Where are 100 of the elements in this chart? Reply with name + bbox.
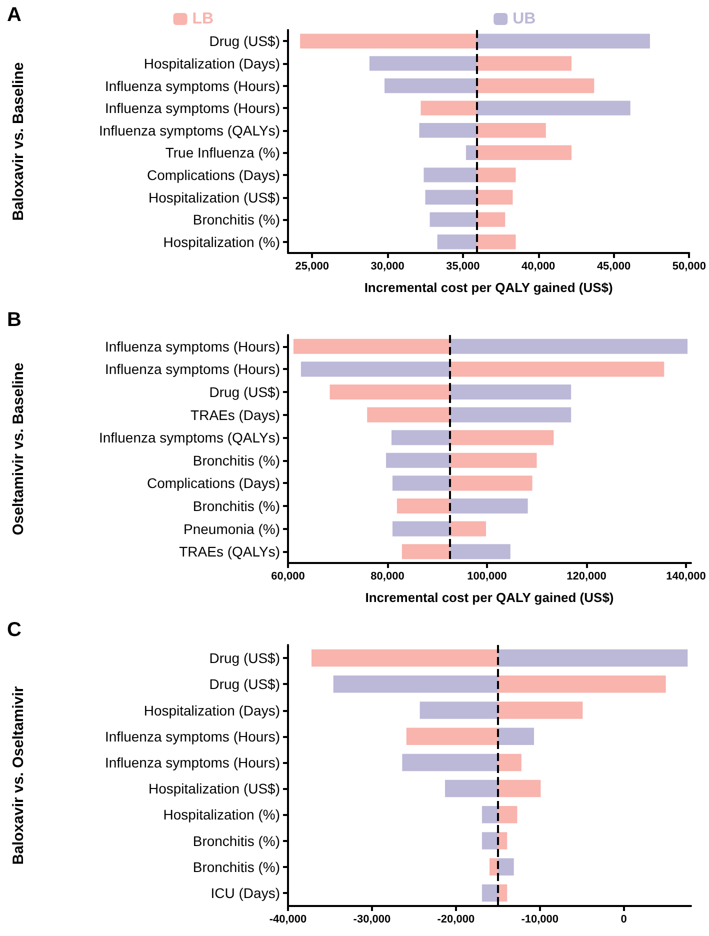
x-tick-label: 30,000 [370,260,404,272]
y-tick-label: TRAEs (Days) [190,406,280,423]
y-tick-label: Drug (US$) [209,384,280,400]
bar [450,544,510,560]
bar [396,498,450,514]
bar [424,168,477,182]
bar [450,407,572,422]
bar [425,190,477,205]
y-tick-label: Complications (Days) [146,166,280,183]
bar [450,362,664,377]
x-tick-label: 40,000 [522,260,556,272]
y-tick-label: Influenza symptoms (QALYs) [98,430,280,446]
bar [498,754,522,772]
x-tick-label: 50,000 [672,260,706,272]
y-tick-label: Pneumonia (%) [184,520,280,537]
x-axis-title: Incremental cost per QALY gained (US$) [365,590,614,605]
y-axis-title: Baloxavir vs. Baseline [10,62,27,221]
bar [312,649,498,667]
y-tick-label: Drug (US$) [209,676,280,692]
bar [482,806,498,824]
bar [420,702,498,719]
bar [498,649,688,667]
bar [498,858,514,876]
bar [476,234,516,250]
bar [406,728,498,745]
y-tick-label: Hospitalization (%) [163,806,280,823]
bar [482,832,498,850]
y-tick-label: Bronchitis (%) [192,498,280,514]
x-tick-label: -40,000 [269,914,307,926]
y-tick-label: Drug (US$) [209,650,280,666]
text: B [7,309,22,331]
bar [498,728,534,745]
bar [430,212,477,227]
bar [498,832,508,850]
bar [476,100,630,116]
bar [476,168,516,182]
x-tick-label: 35,000 [446,260,480,272]
bar [476,56,572,71]
y-tick-label: Hospitalization (US$) [148,780,280,797]
bar [420,100,477,116]
legend-label: UB [512,10,536,28]
text: A [7,4,22,26]
y-tick-label: Hospitalization (Days) [144,702,280,718]
bar [392,521,450,536]
bar [330,384,450,400]
x-tick-label: 60,000 [271,570,305,582]
y-tick-label: ICU (Days) [210,884,280,901]
x-tick-label: 0 [620,914,627,926]
bar [476,34,650,49]
y-tick-label: Complications (Days) [146,475,280,492]
bar [386,452,450,468]
x-tick-label: -10,000 [521,914,559,926]
bar [392,476,450,491]
bar [367,407,450,422]
bar [476,145,572,160]
bar [476,190,513,205]
y-tick-label: Hospitalization (US$) [148,189,280,206]
y-tick-label: Bronchitis (%) [192,832,280,849]
text: C [7,619,22,641]
bar [384,78,477,94]
x-tick-label: -20,000 [437,914,475,926]
x-tick-label: 25,000 [295,260,329,272]
bar [450,498,528,514]
y-tick-label: Bronchitis (%) [192,858,280,875]
y-axis-title: Baloxavir vs. Oseltamivir [10,686,27,865]
bar [482,884,498,902]
x-tick-label: 80,000 [370,570,404,582]
x-axis-title: Incremental cost per QALY gained (US$) [364,280,613,295]
x-tick-label: 140,000 [666,570,706,582]
bar [466,145,477,160]
x-tick-label: 100,000 [467,570,507,582]
bar [437,234,477,250]
bar [293,338,450,354]
y-tick-label: Influenza symptoms (Hours) [104,338,280,354]
y-tick-label: Influenza symptoms (Hours) [104,754,280,770]
y-tick-label: Influenza symptoms (Hours) [104,78,280,94]
bar [300,362,450,377]
y-tick-label: Influenza symptoms (Hours) [104,100,280,116]
bar [450,384,572,400]
bar [450,521,486,536]
y-tick-label: Influenza symptoms (Hours) [104,361,280,378]
y-tick-label: Bronchitis (%) [192,212,280,228]
bar [476,122,546,138]
bar [450,430,554,446]
y-tick-label: Drug (US$) [209,33,280,50]
bar [419,122,477,138]
y-tick-label: Hospitalization (%) [163,234,280,250]
y-tick-label: True Influenza (%) [165,144,280,161]
x-tick-label: 120,000 [566,570,606,582]
x-tick-label: -30,000 [353,914,391,926]
y-axis-title: Oseltamivir vs. Baseline [10,362,27,536]
bar [391,430,450,446]
bar [476,78,594,94]
bar [450,452,537,468]
y-tick-label: Bronchitis (%) [192,452,280,468]
bar [476,212,506,227]
bar [333,676,498,693]
x-tick-label: 45,000 [596,260,631,272]
bar [498,702,583,719]
legend-label: LB [192,10,214,28]
